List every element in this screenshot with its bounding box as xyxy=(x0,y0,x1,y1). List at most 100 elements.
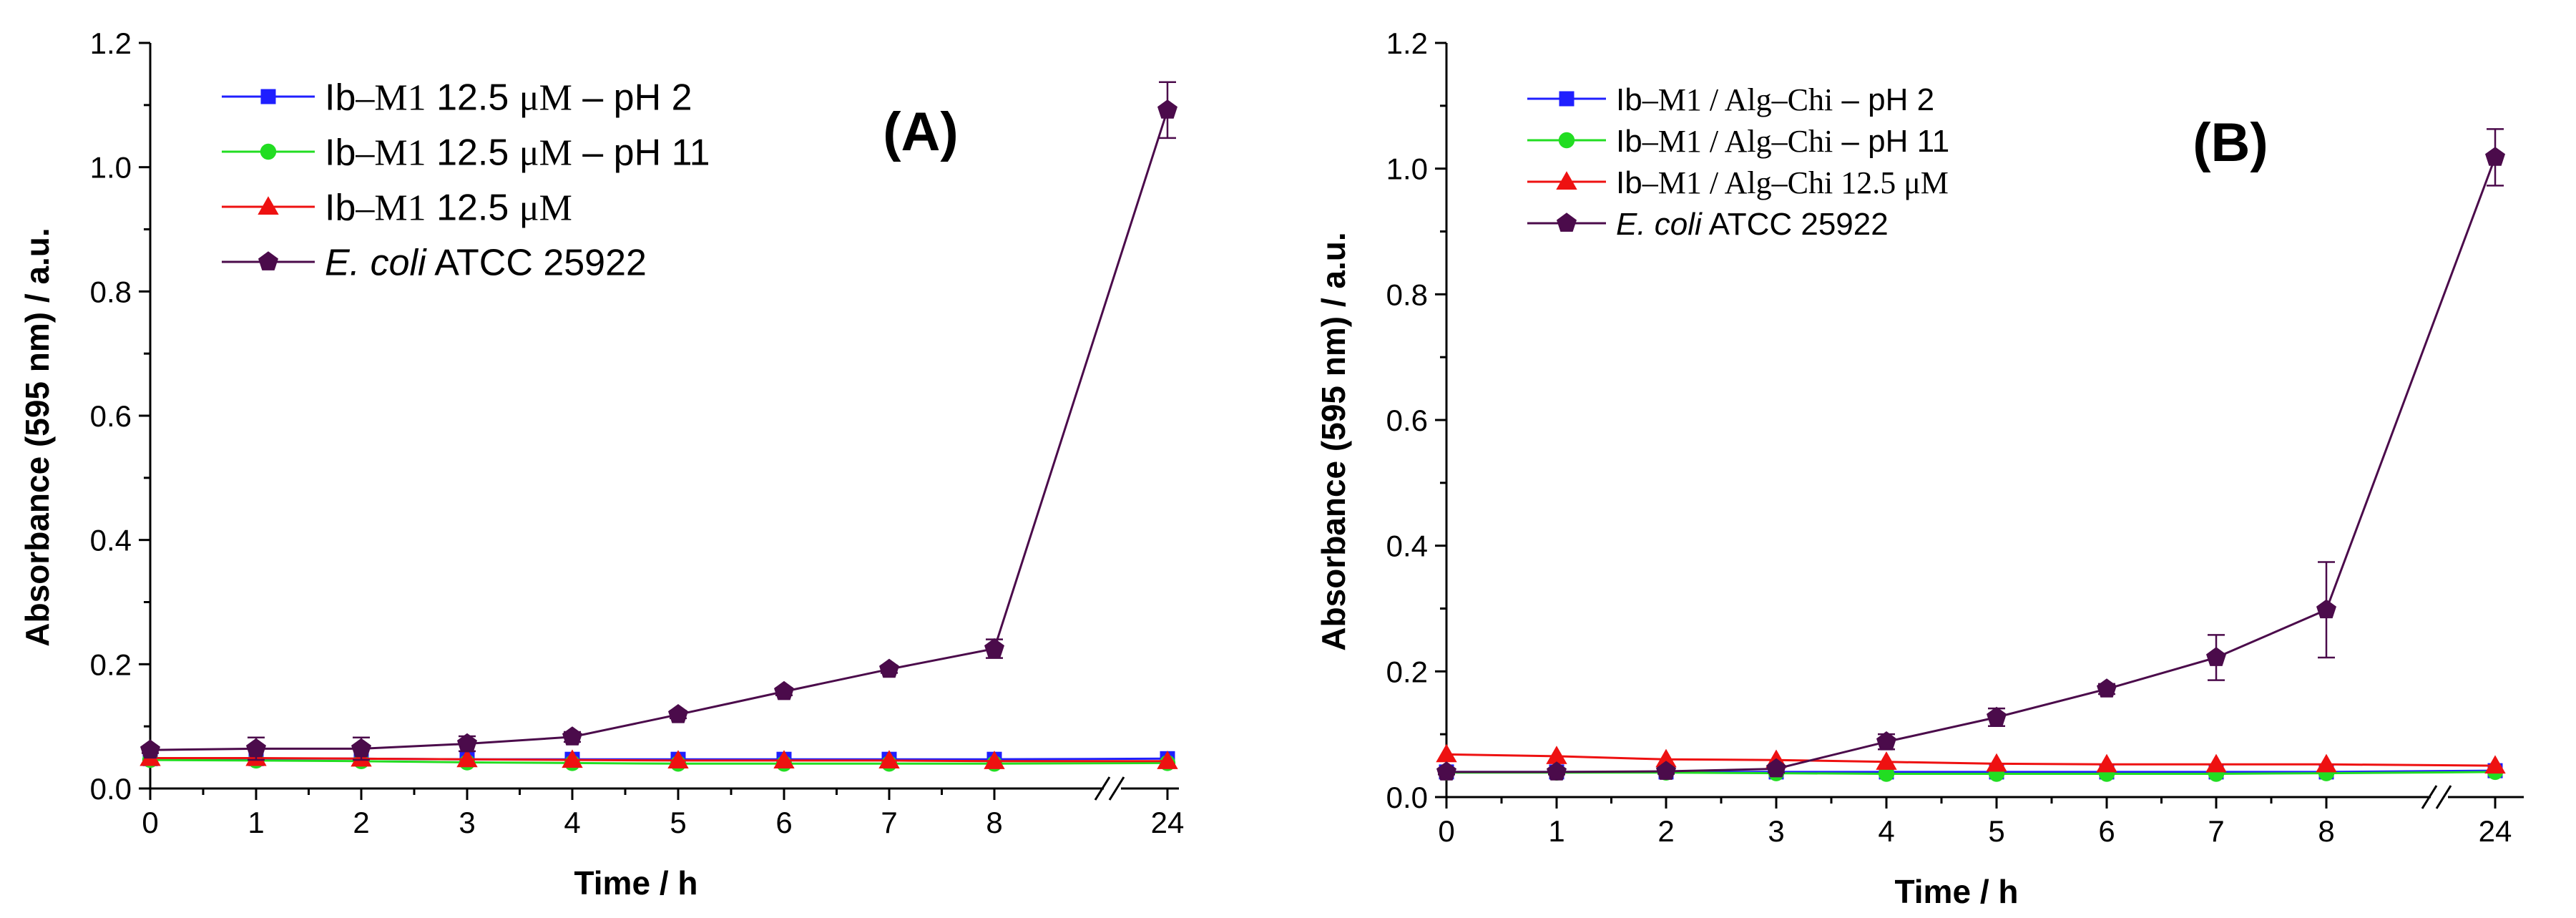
x-tick-label: 1 xyxy=(1548,814,1564,848)
data-point xyxy=(1436,761,1456,781)
chart-panel-a: 0.0 0.2 0.4 0.6 0.8 1.0 1.2 0 1 2 3 4 5 6 7 8 24 Time / h… xyxy=(19,26,1184,902)
x-tick-label: 24 xyxy=(1151,806,1185,839)
legend-label-part: –M1 / Alg–Chi xyxy=(1642,124,1833,159)
data-point xyxy=(2205,753,2227,773)
y-tick-label: 0.4 xyxy=(1386,529,1428,563)
x-tick-label: 4 xyxy=(564,806,580,839)
y-tick-label: 1.2 xyxy=(90,26,132,60)
data-point xyxy=(1157,751,1178,769)
data-point xyxy=(1655,748,1677,768)
data-point xyxy=(2316,753,2337,773)
chart-panel-b: 0.0 0.2 0.4 0.6 0.8 1.0 1.2 0 1 2 3 4 5 6 7 8 24 Time / h… xyxy=(1315,26,2524,910)
y-tick-label: 1.0 xyxy=(90,151,132,185)
data-point xyxy=(1986,753,2007,772)
axis-break-mark xyxy=(2435,785,2452,809)
legend-marker xyxy=(258,196,279,215)
data-point xyxy=(2097,678,2117,698)
x-tick-label: 7 xyxy=(2208,814,2224,848)
x-tick-label: 1 xyxy=(248,806,264,839)
data-point xyxy=(984,751,1005,769)
legend-label: Ib–M1 12.5 μM xyxy=(325,187,572,229)
axes xyxy=(139,41,1179,801)
axis-break-mark xyxy=(1108,776,1125,801)
legend-label-part: E. coli xyxy=(325,243,427,284)
legend-label-part: – pH 2 xyxy=(572,77,692,119)
data-point xyxy=(667,750,689,768)
data-point xyxy=(1436,743,1457,763)
data-point xyxy=(984,638,1004,658)
y-tick-label: 1.2 xyxy=(1386,26,1428,60)
y-tick-label: 0.2 xyxy=(90,648,132,681)
legend-label-part: μM xyxy=(519,78,572,119)
x-tick-label: 8 xyxy=(986,806,1002,839)
series-2 xyxy=(1438,763,2504,782)
series-line xyxy=(150,109,1169,751)
legend-label-part: Ib xyxy=(325,77,356,119)
y-tick-label: 0.0 xyxy=(1386,781,1428,814)
data-point xyxy=(668,704,688,723)
legend-label-part: Ib xyxy=(1616,82,1642,117)
y-tick-label: 0.6 xyxy=(1386,404,1428,437)
x-axis-label: Time / h xyxy=(574,864,698,902)
legend-label-part: –M1 xyxy=(355,78,426,119)
series-3 xyxy=(1436,743,2506,774)
y-axis-label: Absorbance (595 nm) / a.u. xyxy=(19,228,56,646)
data-point xyxy=(562,726,582,746)
x-axis-label: Time / h xyxy=(1895,873,2019,910)
data-point xyxy=(562,749,583,768)
series-4 xyxy=(1436,128,2505,781)
legend-label-part: ATCC 25922 xyxy=(1702,207,1889,242)
x-tick-label: 7 xyxy=(881,806,897,839)
axes xyxy=(1435,41,2524,809)
legend-label-part: Ib xyxy=(1616,165,1642,200)
data-point xyxy=(140,739,160,759)
legend-label: Ib–M1 12.5 μM – pH 11 xyxy=(325,132,710,174)
y-tick-label: 1.0 xyxy=(1386,152,1428,186)
legend-label-part: ATCC 25922 xyxy=(426,243,647,284)
x-tick-label: 24 xyxy=(2479,814,2512,848)
legend-label-part: E. coli xyxy=(1616,207,1703,242)
legend-label: E. coli ATCC 25922 xyxy=(1616,207,1889,242)
x-tick-label: 0 xyxy=(1438,814,1454,848)
legend-marker xyxy=(260,89,276,104)
legend-marker xyxy=(258,251,278,270)
y-tick-label: 0.0 xyxy=(90,772,132,806)
data-point xyxy=(1157,99,1177,119)
x-tick-label: 5 xyxy=(1988,814,2004,848)
x-tick-label: 2 xyxy=(1657,814,1674,848)
series-line xyxy=(150,757,1167,763)
legend-marker xyxy=(1557,213,1577,232)
y-tick-label: 0.4 xyxy=(90,524,132,557)
x-tick-label: 2 xyxy=(353,806,369,839)
legend-label-part: – pH 11 xyxy=(572,132,710,174)
x-tick-label: 8 xyxy=(2318,814,2334,848)
x-tick-label: 6 xyxy=(775,806,792,839)
legend-label: Ib–M1 / Alg–Chi 12.5 μM xyxy=(1616,165,1949,200)
x-tick-label: 3 xyxy=(1768,814,1784,848)
legend-label-part: 12.5 xyxy=(426,77,519,119)
legend-label-part: μM xyxy=(519,188,572,229)
legend: Ib–M1 / Alg–Chi – pH 2Ib–M1 / Alg–Chi – … xyxy=(1527,82,1949,242)
axis-break-mark xyxy=(1094,776,1111,801)
legend-label: Ib–M1 / Alg–Chi – pH 11 xyxy=(1616,124,1949,159)
data-point xyxy=(1876,751,1897,770)
legend-label-part: –M1 / Alg–Chi 12.5 μM xyxy=(1642,165,1949,200)
y-axis-label: Absorbance (595 nm) / a.u. xyxy=(1315,232,1352,650)
legend-label-part: Ib xyxy=(325,187,356,229)
y-tick-label: 0.8 xyxy=(90,275,132,308)
data-point xyxy=(2485,147,2505,166)
data-point xyxy=(1878,766,1895,782)
y-tick-label: 0.2 xyxy=(1386,655,1428,688)
data-point xyxy=(1547,761,1567,781)
legend-label-part: 12.5 xyxy=(426,132,519,174)
data-point xyxy=(2096,753,2117,773)
legend-label: E. coli ATCC 25922 xyxy=(325,243,647,284)
data-point xyxy=(1766,758,1786,778)
data-point xyxy=(2484,755,2506,774)
x-tick-label: 0 xyxy=(142,806,158,839)
legend-label-part: –M1 / Alg–Chi xyxy=(1642,82,1833,117)
series-line xyxy=(1446,753,2496,767)
data-point xyxy=(2206,647,2226,666)
legend-label-part: μM xyxy=(519,133,572,174)
